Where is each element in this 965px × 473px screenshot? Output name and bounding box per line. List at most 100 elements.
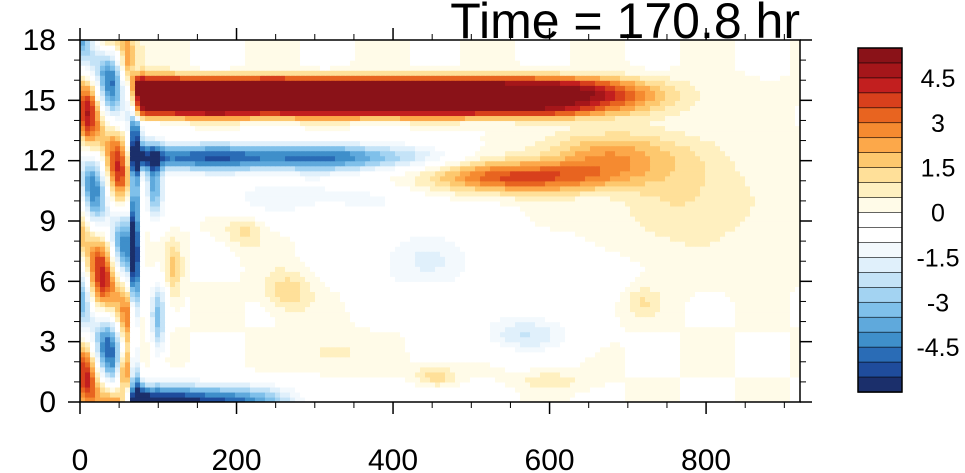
heatmap-cell [710, 386, 716, 393]
heatmap-cell [170, 226, 176, 232]
heatmap-cell [745, 331, 751, 338]
heatmap-cell [255, 396, 261, 402]
heatmap-cell [795, 351, 800, 358]
heatmap-cell [640, 296, 646, 303]
heatmap-cell [485, 231, 491, 237]
heatmap-cell [260, 391, 266, 398]
heatmap-cell [740, 296, 746, 303]
heatmap-cell [270, 336, 276, 343]
heatmap-cell [770, 231, 776, 237]
heatmap-cell [630, 351, 636, 358]
heatmap-cell [755, 361, 761, 368]
heatmap-cell [525, 291, 531, 298]
heatmap-cell [720, 326, 726, 333]
heatmap-cell [130, 311, 136, 318]
heatmap-cell [280, 306, 286, 313]
heatmap-cell [145, 346, 151, 353]
heatmap-cell [765, 276, 771, 282]
heatmap-cell [595, 366, 601, 373]
heatmap-cell [390, 281, 396, 287]
heatmap-cell [275, 321, 281, 328]
heatmap-cell [595, 336, 601, 343]
heatmap-cell [230, 331, 236, 338]
heatmap-cell [195, 261, 201, 267]
heatmap-cell [165, 261, 171, 267]
heatmap-cell [130, 341, 136, 348]
heatmap-cell [450, 296, 456, 303]
heatmap-cell [345, 351, 351, 358]
heatmap-cell [675, 306, 681, 313]
heatmap-cell [330, 311, 336, 318]
heatmap-cell [90, 371, 96, 378]
heatmap-cell [105, 281, 111, 287]
heatmap-cell [690, 251, 696, 257]
heatmap-cell [475, 296, 481, 303]
heatmap-cell [310, 396, 316, 402]
heatmap-cell [285, 351, 291, 358]
heatmap-cell [355, 311, 361, 318]
heatmap-cell [675, 316, 681, 323]
heatmap-cell [520, 246, 526, 252]
heatmap-cell [475, 256, 481, 262]
heatmap-cell [690, 286, 696, 292]
heatmap-cell [695, 386, 701, 393]
heatmap-cell [395, 261, 401, 267]
heatmap-cell [285, 311, 291, 318]
heatmap-cell [475, 271, 481, 277]
heatmap-cell [630, 271, 636, 277]
heatmap-cell [720, 306, 726, 313]
heatmap-cell [765, 326, 771, 333]
heatmap-cell [680, 236, 686, 242]
heatmap-cell [240, 326, 246, 333]
heatmap-cell [650, 341, 656, 348]
heatmap-cell [395, 356, 401, 363]
heatmap-cell [630, 376, 636, 383]
heatmap-cell [250, 351, 256, 358]
heatmap-cell [770, 276, 776, 282]
heatmap-cell [465, 376, 471, 383]
heatmap-cell [790, 351, 796, 358]
heatmap-cell [570, 356, 576, 363]
heatmap-cell [305, 266, 311, 272]
heatmap-cell [555, 311, 561, 318]
heatmap-cell [700, 381, 706, 388]
heatmap-cell [80, 296, 86, 303]
heatmap-cell [500, 326, 506, 333]
heatmap-cell [515, 376, 521, 383]
heatmap-cell [475, 231, 481, 237]
heatmap-cell [605, 231, 611, 237]
heatmap-cell [480, 356, 486, 363]
heatmap-cell [450, 246, 456, 252]
heatmap-cell [585, 371, 591, 378]
heatmap-cell [155, 266, 161, 272]
heatmap-cell [350, 231, 356, 237]
heatmap-cell [680, 316, 686, 323]
heatmap-cell [650, 351, 656, 358]
heatmap-cell [575, 321, 581, 328]
heatmap-cell [595, 346, 601, 353]
heatmap-cell [565, 316, 571, 323]
heatmap-cell [570, 381, 576, 388]
heatmap-cell [220, 231, 226, 237]
heatmap-cell [145, 256, 151, 262]
heatmap-cell [210, 246, 216, 252]
heatmap-cell [465, 271, 471, 277]
heatmap-cell [280, 381, 286, 388]
heatmap-cell [265, 391, 271, 398]
heatmap-cell [570, 241, 576, 247]
heatmap-cell [485, 376, 491, 383]
heatmap-cell [470, 381, 476, 388]
heatmap-cell [365, 346, 371, 353]
heatmap-cell [590, 291, 596, 298]
heatmap-cell [490, 251, 496, 257]
heatmap-cell [405, 316, 411, 323]
heatmap-cell [750, 346, 756, 353]
heatmap-cell [400, 286, 406, 292]
heatmap-cell [185, 346, 191, 353]
heatmap-cell [205, 251, 211, 257]
heatmap-cell [630, 396, 636, 402]
heatmap-cell [365, 251, 371, 257]
heatmap-cell [470, 386, 476, 393]
heatmap-cell [615, 316, 621, 323]
heatmap-cell [615, 286, 621, 292]
